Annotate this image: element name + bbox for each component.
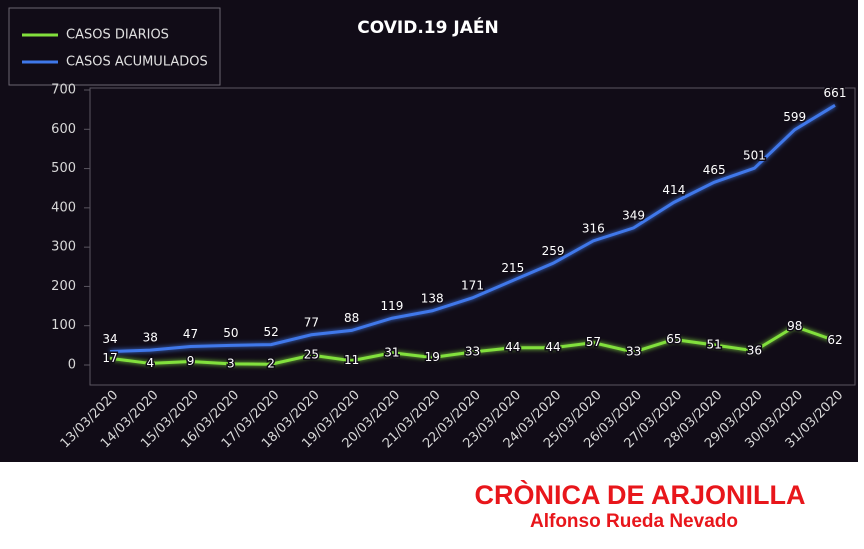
- data-label: 17: [102, 351, 117, 365]
- data-label: 316: [582, 221, 605, 235]
- data-label: 31: [384, 345, 399, 359]
- y-tick-label: 100: [51, 318, 76, 333]
- legend-label: CASOS ACUMULADOS: [66, 55, 208, 70]
- data-label: 25: [304, 348, 319, 362]
- data-label: 9: [187, 354, 195, 368]
- data-label: 65: [666, 332, 681, 346]
- data-label: 77: [304, 315, 319, 329]
- data-label: 47: [183, 327, 198, 341]
- data-label: 215: [501, 261, 524, 275]
- plot-frame: [89, 87, 856, 386]
- data-label: 259: [542, 244, 565, 258]
- data-label: 465: [703, 163, 726, 177]
- y-tick-label: 400: [51, 200, 76, 215]
- series-line: [109, 104, 836, 354]
- data-label: 98: [787, 319, 802, 333]
- data-label: 57: [586, 335, 601, 349]
- legend-box: [8, 7, 221, 86]
- y-tick-label: 600: [51, 122, 76, 137]
- data-label: 38: [143, 331, 158, 345]
- y-tick-label: 500: [51, 161, 76, 176]
- footer-subtitle: Alfonso Rueda Nevado: [530, 511, 738, 532]
- data-label: 138: [421, 291, 444, 305]
- data-label: 349: [622, 208, 645, 222]
- data-label: 36: [747, 343, 762, 357]
- data-label: 33: [465, 345, 480, 359]
- data-label: 88: [344, 311, 359, 325]
- data-label: 62: [827, 333, 842, 347]
- data-label: 171: [461, 278, 484, 292]
- data-label: 50: [223, 326, 238, 340]
- data-label: 34: [102, 332, 117, 346]
- series-line: [109, 324, 836, 366]
- data-label: 661: [824, 86, 847, 100]
- legend-label: CASOS DIARIOS: [66, 28, 169, 43]
- y-tick-label: 300: [51, 240, 76, 255]
- chart-title: COVID.19 JAÉN: [357, 16, 498, 38]
- data-label: 51: [707, 337, 722, 351]
- footer-title: CRÒNICA DE ARJONILLA: [474, 479, 805, 510]
- data-label: 4: [146, 356, 154, 370]
- data-label: 3: [227, 356, 235, 370]
- y-tick-label: 700: [51, 83, 76, 98]
- data-label: 52: [263, 325, 278, 339]
- y-tick-label: 200: [51, 279, 76, 294]
- data-label: 19: [425, 350, 440, 364]
- data-label: 414: [662, 183, 685, 197]
- y-tick-label: 0: [68, 358, 76, 373]
- data-label: 44: [545, 340, 560, 354]
- data-label: 11: [344, 353, 359, 367]
- data-label: 44: [505, 340, 520, 354]
- data-label: 501: [743, 149, 766, 163]
- data-label: 599: [783, 110, 806, 124]
- data-label: 33: [626, 345, 641, 359]
- data-label: 119: [380, 299, 403, 313]
- data-label: 2: [267, 357, 275, 371]
